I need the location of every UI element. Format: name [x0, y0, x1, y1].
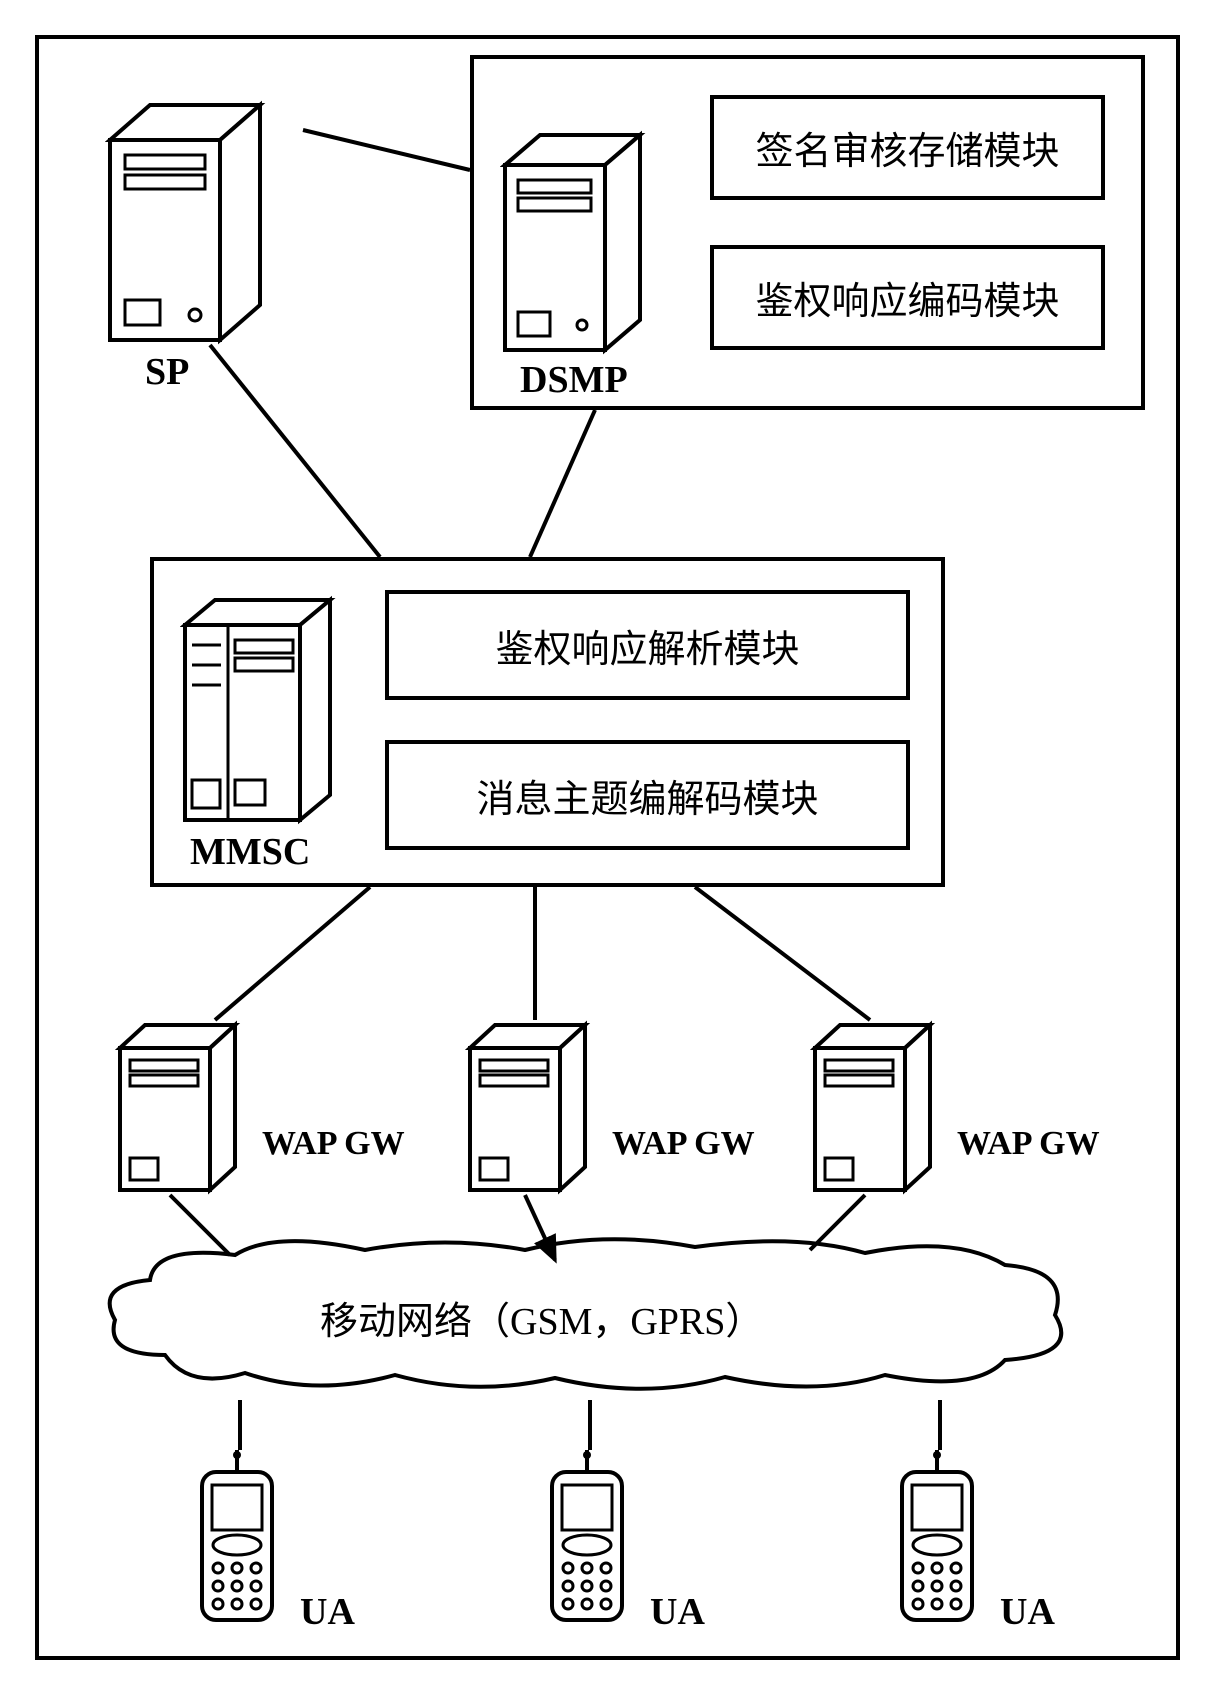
dsmp-module-signature: 签名审核存储模块: [710, 95, 1105, 200]
dsmp-label: DSMP: [520, 358, 628, 402]
mmsc-module1-label: 鉴权响应解析模块: [495, 618, 799, 673]
ua3-label: UA: [1000, 1590, 1055, 1634]
mmsc-module2-label: 消息主题编解码模块: [476, 768, 818, 823]
cloud-label: 移动网络（GSM，GPRS）: [320, 1290, 763, 1345]
ua2-label: UA: [650, 1590, 705, 1634]
wapgw1-icon: [115, 1020, 255, 1195]
wapgw1-label: WAP GW: [262, 1125, 405, 1163]
ua1-phone-icon: [190, 1450, 285, 1625]
wapgw3-label: WAP GW: [957, 1125, 1100, 1163]
mmsc-module-auth-parse: 鉴权响应解析模块: [385, 590, 910, 700]
dsmp-module1-label: 签名审核存储模块: [755, 120, 1059, 175]
dsmp-module2-label: 鉴权响应编码模块: [755, 270, 1059, 325]
wapgw2-label: WAP GW: [612, 1125, 755, 1163]
wapgw2-icon: [465, 1020, 605, 1195]
ua3-phone-icon: [890, 1450, 985, 1625]
sp-server-icon: [105, 100, 305, 345]
mmsc-server-icon: [180, 595, 340, 825]
dsmp-module-auth-encode: 鉴权响应编码模块: [710, 245, 1105, 350]
ua1-label: UA: [300, 1590, 355, 1634]
dsmp-server-icon: [500, 130, 675, 355]
mmsc-label: MMSC: [190, 830, 310, 874]
mmsc-module-subject-codec: 消息主题编解码模块: [385, 740, 910, 850]
wapgw3-icon: [810, 1020, 950, 1195]
sp-label: SP: [145, 350, 189, 394]
ua2-phone-icon: [540, 1450, 635, 1625]
